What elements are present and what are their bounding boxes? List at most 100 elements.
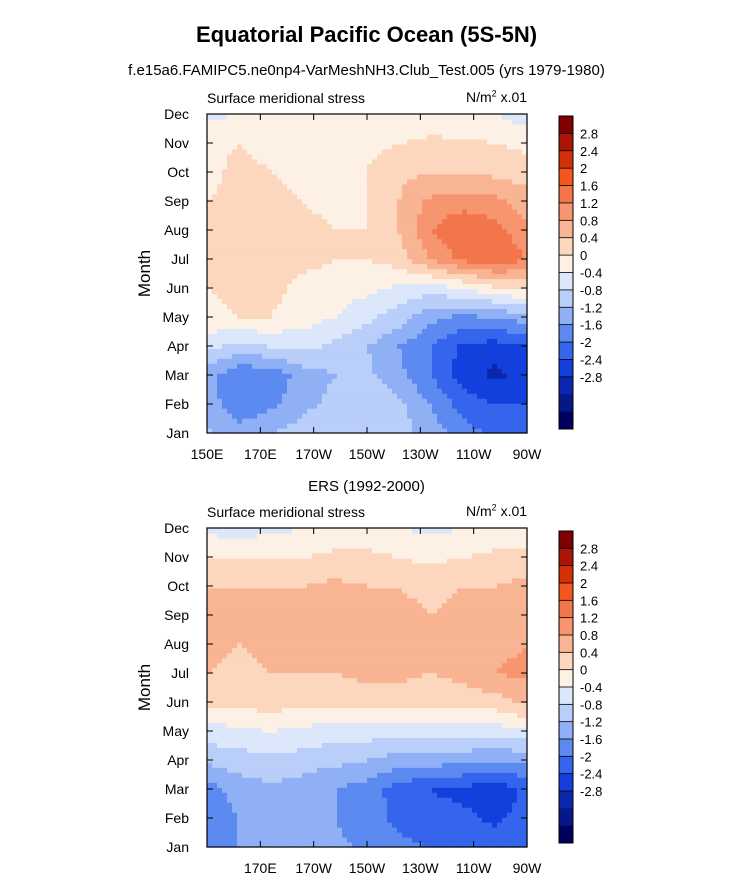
contour-cell <box>342 323 348 329</box>
contour-cell <box>422 248 428 255</box>
contour-cell <box>297 318 303 324</box>
contour-cell <box>247 842 253 848</box>
contour-cell <box>407 293 413 300</box>
contour-cell <box>237 183 243 190</box>
contour-cell <box>457 173 463 180</box>
contour-cell <box>282 792 288 798</box>
contour-cell <box>217 293 223 300</box>
contour-cell <box>427 378 433 384</box>
contour-cell <box>302 208 308 215</box>
contour-cell <box>477 418 483 424</box>
contour-cell <box>262 193 268 200</box>
contour-cell <box>487 363 493 369</box>
contour-cell <box>312 423 318 429</box>
contour-cell <box>207 213 213 220</box>
contour-cell <box>507 293 513 300</box>
contour-cell <box>352 128 358 135</box>
contour-cell <box>387 418 393 424</box>
contour-cell <box>237 388 243 394</box>
contour-cell <box>282 153 288 160</box>
contour-cell <box>487 308 493 314</box>
contour-cell <box>382 413 388 419</box>
contour-cell <box>412 822 418 828</box>
contour-cell <box>367 193 373 200</box>
contour-cell <box>462 413 468 419</box>
contour-cell <box>357 393 363 399</box>
contour-cell <box>222 238 228 245</box>
contour-cell <box>472 323 478 329</box>
contour-cell <box>332 298 338 304</box>
contour-cell <box>377 128 383 135</box>
contour-cell <box>307 348 313 354</box>
contour-cell <box>387 213 393 220</box>
contour-cell <box>522 308 528 314</box>
contour-cell <box>217 298 223 304</box>
contour-cell <box>212 832 218 838</box>
contour-cell <box>372 408 378 414</box>
contour-cell <box>307 358 313 364</box>
contour-cell <box>297 328 303 334</box>
contour-cell <box>357 193 363 200</box>
contour-cell <box>482 802 488 808</box>
contour-cell <box>387 328 393 334</box>
contour-cell <box>337 343 343 349</box>
contour-cell <box>522 218 528 225</box>
contour-cell <box>412 213 418 220</box>
contour-cell <box>297 238 303 245</box>
contour-cell <box>462 183 468 190</box>
contour-cell <box>462 373 468 379</box>
contour-cell <box>287 128 293 135</box>
contour-cell <box>272 832 278 838</box>
contour-cell <box>402 383 408 389</box>
contour-cell <box>372 253 378 260</box>
contour-cell <box>347 208 353 215</box>
contour-cell <box>392 313 398 319</box>
colorbar-label: -2 <box>580 335 592 350</box>
contour-cell <box>407 278 413 285</box>
contour-cell <box>232 133 238 140</box>
contour-cell <box>292 228 298 235</box>
contour-cell <box>217 273 223 280</box>
contour-cell <box>442 158 448 165</box>
contour-cell <box>342 792 348 798</box>
contour-cell <box>252 842 258 848</box>
contour-cell <box>207 283 213 290</box>
contour-cell <box>422 163 428 170</box>
contour-cell <box>492 168 498 175</box>
contour-cell <box>492 393 498 399</box>
contour-cell <box>317 363 323 369</box>
contour-cell <box>437 378 443 384</box>
contour-cell <box>272 283 278 290</box>
contour-cell <box>317 178 323 185</box>
contour-cell <box>372 223 378 230</box>
contour-cell <box>377 163 383 170</box>
contour-cell <box>387 288 393 295</box>
contour-cell <box>472 827 478 833</box>
contour-cell <box>207 288 213 295</box>
contour-cell <box>402 228 408 235</box>
contour-cell <box>222 133 228 140</box>
contour-cell <box>302 408 308 414</box>
contour-cell <box>327 213 333 220</box>
contour-cell <box>332 133 338 140</box>
contour-cell <box>212 373 218 379</box>
contour-cell <box>432 263 438 270</box>
contour-cell <box>222 827 228 833</box>
contour-cell <box>347 163 353 170</box>
contour-cell <box>517 128 523 135</box>
contour-cell <box>437 283 443 290</box>
contour-cell <box>377 388 383 394</box>
contour-cell <box>402 158 408 165</box>
contour-cell <box>247 183 253 190</box>
contour-cell <box>337 218 343 225</box>
contour-cell <box>247 837 253 843</box>
contour-cell <box>432 398 438 404</box>
contour-cell <box>402 248 408 255</box>
contour-cell <box>462 228 468 235</box>
contour-cell <box>377 243 383 250</box>
contour-cell <box>237 253 243 260</box>
contour-cell <box>287 233 293 240</box>
contour-cell <box>507 298 513 304</box>
contour-cell <box>352 353 358 359</box>
contour-cell <box>522 138 528 145</box>
